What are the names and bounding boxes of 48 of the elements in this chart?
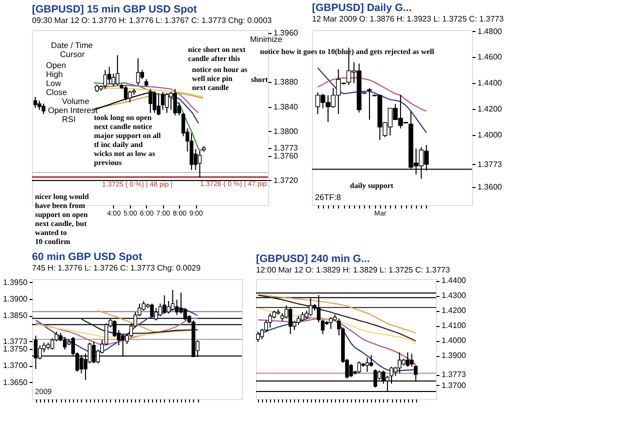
chart-subtitle: 745 H: 1.3776 L: 1.3726 C: 1.3773 Chg: 0.0029 [32,263,202,272]
y-tick-label: 1.3773 [3,336,28,346]
y-tick-label: 1.3840 [274,102,299,112]
y-tick-label: 1.4400 [478,78,503,88]
y-tick-label: 1.4100 [442,321,467,330]
chart-subtitle: 12:00 Mar 12 O: 1.3829 H: 1.3829 L: 1.3725 C: 1.3773 [256,266,450,274]
annotation: Open Interest [48,106,98,115]
annotation: RSI [62,115,76,124]
annotation: High [46,70,64,79]
chart-subtitle: 09:30 Mar 12 O: 1.3770 H: 1.3776 L: 1.3767 C: 1.3773 Chg: 0.0003 [32,16,272,26]
y-tick-label: 1.4600 [478,52,503,62]
y-tick-label: 1.3900 [3,294,28,304]
y-tick-label: 1.4800 [478,26,503,36]
y-tick-label: 1.3700 [442,381,467,390]
y-tick-label: 1.3700 [3,361,28,370]
y-tick-label: 1.3720 [274,176,299,185]
y-tick-label: 1.4200 [442,306,467,315]
annotation: 26TF:8 [315,193,342,202]
y-tick-label: 1.4400 [442,276,467,285]
annotation: Volume [62,97,90,106]
chart-title: [GBPUSD] 15 min GBP USD Spot [32,4,198,16]
y-tick-label: 1.3773 [274,143,299,152]
chart-title: [GBPUSD] 240 min G... [256,253,370,265]
y-tick-label: 1.3900 [442,351,467,360]
y-tick-label: 1.3960 [274,28,299,38]
y-tick-label: 1.3750 [3,344,28,354]
annotation: Date / Time [51,41,94,50]
y-tick-label: 1.3800 [274,126,299,136]
y-tick-label: 1.3880 [274,78,299,87]
y-tick-label: 1.3600 [478,182,503,192]
chart-title: [GBPUSD] Daily G... [312,2,412,14]
chart-subtitle: 12 Mar 2009 O: 1.3876 H: 1.3923 L: 1.3725 C: 1.3773 [312,14,504,24]
chart-title: 60 min GBP USD Spot [32,250,143,263]
y-tick-label: 1.4200 [478,104,503,114]
y-tick-label: 1.3850 [3,311,28,320]
annotation: Open [46,61,66,70]
annotation: Close [46,88,68,97]
annotation: Minimize [250,35,283,44]
y-tick-label: 1.4000 [442,336,467,345]
y-tick-label: 1.4000 [478,130,503,140]
y-tick-label: 1.3773 [442,370,467,380]
y-tick-label: 1.4300 [442,291,467,300]
annotation: Cursor [60,50,85,59]
y-tick-label: 1.3950 [3,278,28,287]
annotation: Low [46,79,62,88]
y-tick-label: 1.3773 [478,160,503,169]
y-tick-label: 1.3760 [274,151,299,160]
y-tick-label: 1.3650 [3,378,28,387]
